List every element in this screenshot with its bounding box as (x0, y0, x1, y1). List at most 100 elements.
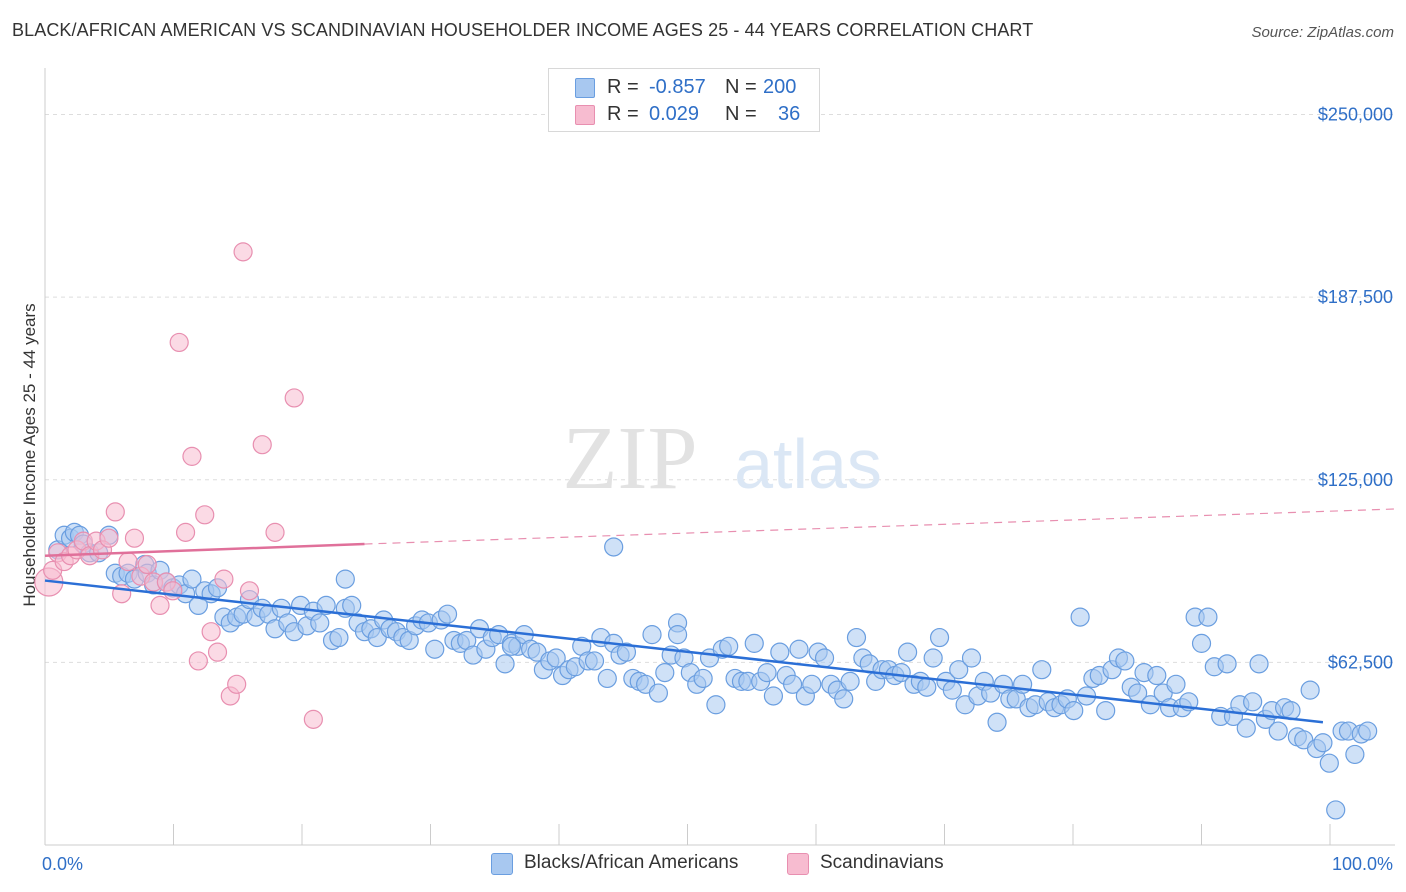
point-blacks (917, 677, 937, 697)
point-blacks (597, 668, 617, 689)
point-blacks (782, 674, 803, 694)
grid-lines (45, 114, 1395, 663)
point-blacks (706, 695, 726, 715)
legend-n-label: N = (725, 76, 757, 98)
point-scandinavians (99, 528, 119, 548)
bottom-legend-label-scandinavians: Scandinavians (820, 852, 944, 873)
x-tick-labels: 0.0% 100.0% (42, 854, 1393, 874)
point-blacks (770, 642, 790, 662)
point-blacks (693, 668, 713, 689)
point-blacks (834, 689, 854, 709)
bottom-legend-label-blacks: Blacks/African Americans (524, 852, 739, 873)
trend-line-blacks (44, 579, 1324, 724)
point-blacks (840, 671, 860, 691)
point-blacks (1070, 607, 1090, 627)
source-note: Source: ZipAtlas.com (1251, 24, 1394, 41)
legend-swatch-blacks (575, 78, 595, 98)
point-blacks (763, 686, 784, 706)
point-blacks (789, 639, 809, 659)
point-blacks (1096, 700, 1116, 721)
point-blacks (655, 663, 675, 683)
point-blacks (987, 712, 1007, 732)
point-blacks (719, 636, 739, 656)
point-blacks (757, 663, 777, 683)
point-blacks (1032, 660, 1052, 680)
point-scandinavians (227, 674, 247, 694)
y-tick-labels: $62,500 $125,000 $187,500 $250,000 (1318, 105, 1393, 673)
point-blacks (182, 569, 202, 589)
point-blacks (342, 595, 362, 616)
legend-r-label: R = (607, 103, 639, 125)
x-tick-label: 0.0% (42, 854, 83, 874)
point-blacks (1115, 651, 1135, 671)
point-blacks (329, 627, 349, 648)
point-blacks (1345, 744, 1365, 765)
point-blacks (923, 648, 943, 668)
point-blacks (1198, 607, 1218, 627)
point-scandinavians (214, 569, 234, 589)
point-blacks (1064, 700, 1084, 721)
trend-line-scandinavians (44, 542, 365, 557)
point-blacks (316, 595, 336, 616)
point-blacks (604, 537, 624, 557)
point-scandinavians (265, 522, 285, 542)
point-scandinavians (195, 505, 215, 525)
point-blacks (1313, 733, 1333, 753)
point-blacks (1191, 633, 1212, 653)
point-blacks (898, 642, 918, 662)
point-blacks (667, 625, 688, 645)
point-blacks (1319, 753, 1339, 773)
point-blacks (546, 648, 566, 668)
trend-line-scandinavians-extension (364, 508, 1396, 545)
point-scandinavians (252, 435, 272, 455)
point-blacks (961, 648, 982, 668)
point-blacks (814, 648, 835, 668)
point-blacks (802, 674, 822, 694)
point-blacks (584, 651, 605, 671)
point-blacks (495, 654, 515, 674)
legend-n-value: 200 (763, 76, 797, 98)
point-blacks (648, 683, 669, 703)
point-scandinavians (124, 528, 145, 548)
legend-row-blacks: R = -0.857 N = 200 (549, 74, 819, 100)
watermark-atlas: atlas (734, 425, 882, 503)
point-scandinavians (175, 522, 196, 542)
point-blacks (1249, 654, 1269, 674)
trend-lines (44, 508, 1396, 724)
legend-swatch-scandinavians (575, 105, 595, 125)
legend-r-value: -0.857 (649, 76, 706, 98)
point-blacks (1268, 721, 1288, 741)
point-blacks (437, 604, 458, 624)
chart-title: BLACK/AFRICAN AMERICAN VS SCANDINAVIAN H… (12, 20, 1034, 40)
y-tick-label: $187,500 (1318, 287, 1393, 307)
y-tick-label: $62,500 (1328, 652, 1393, 672)
x-tick-label: 100.0% (1332, 854, 1393, 874)
point-scandinavians (239, 581, 260, 601)
legend-r-label: R = (607, 76, 639, 98)
point-blacks (501, 636, 522, 656)
point-scandinavians (105, 502, 125, 522)
point-scandinavians (303, 709, 323, 729)
point-blacks (846, 627, 867, 648)
point-blacks (1147, 665, 1167, 686)
point-blacks (744, 633, 764, 653)
point-blacks (949, 660, 969, 680)
y-tick-label: $125,000 (1318, 470, 1393, 490)
bottom-legend-swatch-blacks (491, 853, 513, 875)
point-blacks (616, 642, 637, 662)
point-blacks (1243, 692, 1263, 712)
point-blacks (1166, 674, 1186, 694)
point-scandinavians (118, 551, 138, 572)
point-scandinavians (188, 651, 208, 671)
point-scandinavians (150, 595, 170, 616)
point-scandinavians (201, 622, 221, 642)
legend-r-value: 0.029 (649, 103, 700, 125)
legend-row-scandinavians: R = 0.029 N = 36 (549, 101, 819, 127)
point-blacks (1326, 800, 1346, 820)
legend-n-value: 36 (778, 103, 801, 125)
point-blacks (335, 569, 355, 589)
point-scandinavians (182, 446, 202, 466)
point-blacks (1236, 718, 1256, 738)
point-blacks (1358, 721, 1378, 741)
